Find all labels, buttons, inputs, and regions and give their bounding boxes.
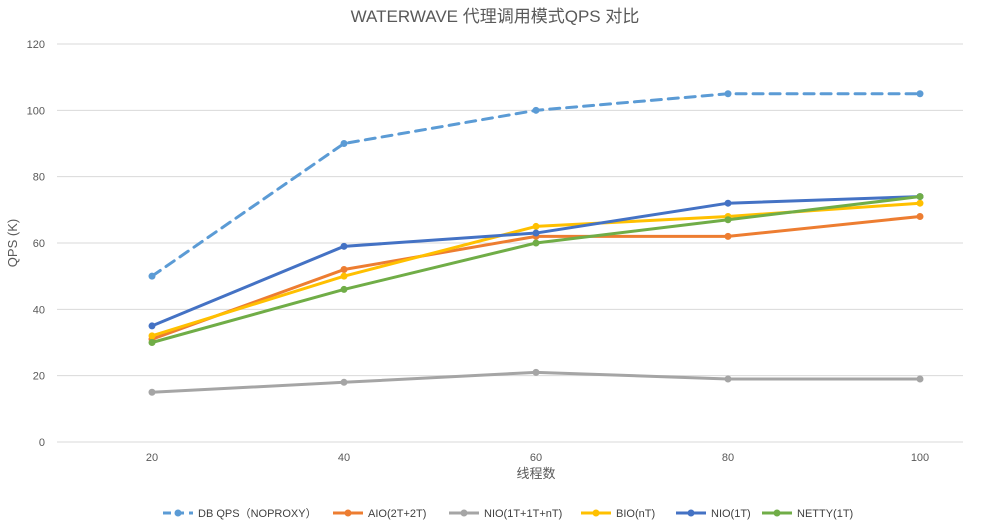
series-3 <box>148 199 924 340</box>
data-point <box>916 212 924 220</box>
data-point <box>532 106 540 114</box>
data-point <box>724 90 732 98</box>
y-tick-label: 80 <box>33 172 45 184</box>
y-tick-label: 100 <box>27 105 45 117</box>
data-point <box>916 193 924 201</box>
gridlines <box>57 43 963 443</box>
series-line <box>150 195 922 328</box>
legend-swatch-marker <box>687 509 695 517</box>
y-tick-label: 20 <box>33 371 45 383</box>
y-axis-ticks: 0 20 40 60 80 100 120 <box>27 39 45 449</box>
series-line <box>150 92 922 278</box>
data-point <box>148 272 156 280</box>
data-point <box>532 229 540 237</box>
y-axis-title: QPS (K) <box>5 219 20 267</box>
x-tick-label: 40 <box>338 452 350 464</box>
legend-swatch-marker <box>460 509 468 517</box>
legend-label: BIO(nT) <box>616 508 655 520</box>
data-point <box>148 339 156 346</box>
data-point <box>724 232 732 240</box>
y-tick-label: 120 <box>27 39 45 51</box>
y-tick-label: 40 <box>33 304 45 316</box>
data-point <box>724 199 732 207</box>
chart-title: WATERWAVE 代理调用模式QPS 对比 <box>351 7 640 26</box>
legend-label: DB QPS（NOPROXY） <box>198 507 317 520</box>
series-2 <box>148 368 924 396</box>
x-tick-label: 20 <box>146 452 158 464</box>
legend: DB QPS（NOPROXY） AIO(2T+2T) NIO(1T+1T+nT) BI… <box>163 507 853 520</box>
data-point <box>724 216 732 224</box>
legend-swatch-marker <box>344 509 352 517</box>
data-point <box>916 375 924 383</box>
data-point <box>340 272 348 280</box>
legend-swatch-marker <box>773 509 781 517</box>
legend-item: NIO(1T+1T+nT) <box>449 508 562 520</box>
data-point <box>724 375 732 383</box>
data-point <box>532 222 540 230</box>
legend-swatch-marker <box>174 509 182 517</box>
legend-item: NETTY(1T) <box>762 508 853 520</box>
legend-item: DB QPS（NOPROXY） <box>163 507 317 520</box>
series-lines <box>148 90 924 396</box>
series-line <box>150 195 922 344</box>
data-point <box>340 285 348 293</box>
data-point <box>532 239 540 247</box>
y-tick-label: 60 <box>33 238 45 250</box>
series-5 <box>148 193 924 346</box>
x-axis-ticks: 20 40 60 80 100 <box>146 452 929 464</box>
y-tick-label: 0 <box>39 437 45 449</box>
x-axis-title: 线程数 <box>516 466 555 481</box>
data-point <box>148 322 156 330</box>
data-point <box>532 368 540 376</box>
legend-item: BIO(nT) <box>581 508 655 520</box>
data-point <box>340 378 348 386</box>
data-point <box>340 140 348 147</box>
data-point <box>916 199 924 207</box>
data-point <box>340 242 348 250</box>
legend-label: NIO(1T) <box>711 508 751 520</box>
x-tick-label: 100 <box>911 452 929 464</box>
legend-label: NETTY(1T) <box>797 508 853 520</box>
x-tick-label: 80 <box>722 452 734 464</box>
legend-swatch-marker <box>592 509 600 517</box>
data-point <box>148 332 156 340</box>
data-point <box>916 90 924 98</box>
legend-label: NIO(1T+1T+nT) <box>484 508 562 520</box>
legend-item: AIO(2T+2T) <box>333 508 426 520</box>
legend-label: AIO(2T+2T) <box>368 508 426 520</box>
data-point <box>340 266 348 274</box>
series-0 <box>148 90 924 280</box>
legend-item: NIO(1T) <box>676 508 751 520</box>
data-point <box>148 388 156 396</box>
x-tick-label: 60 <box>530 452 542 464</box>
